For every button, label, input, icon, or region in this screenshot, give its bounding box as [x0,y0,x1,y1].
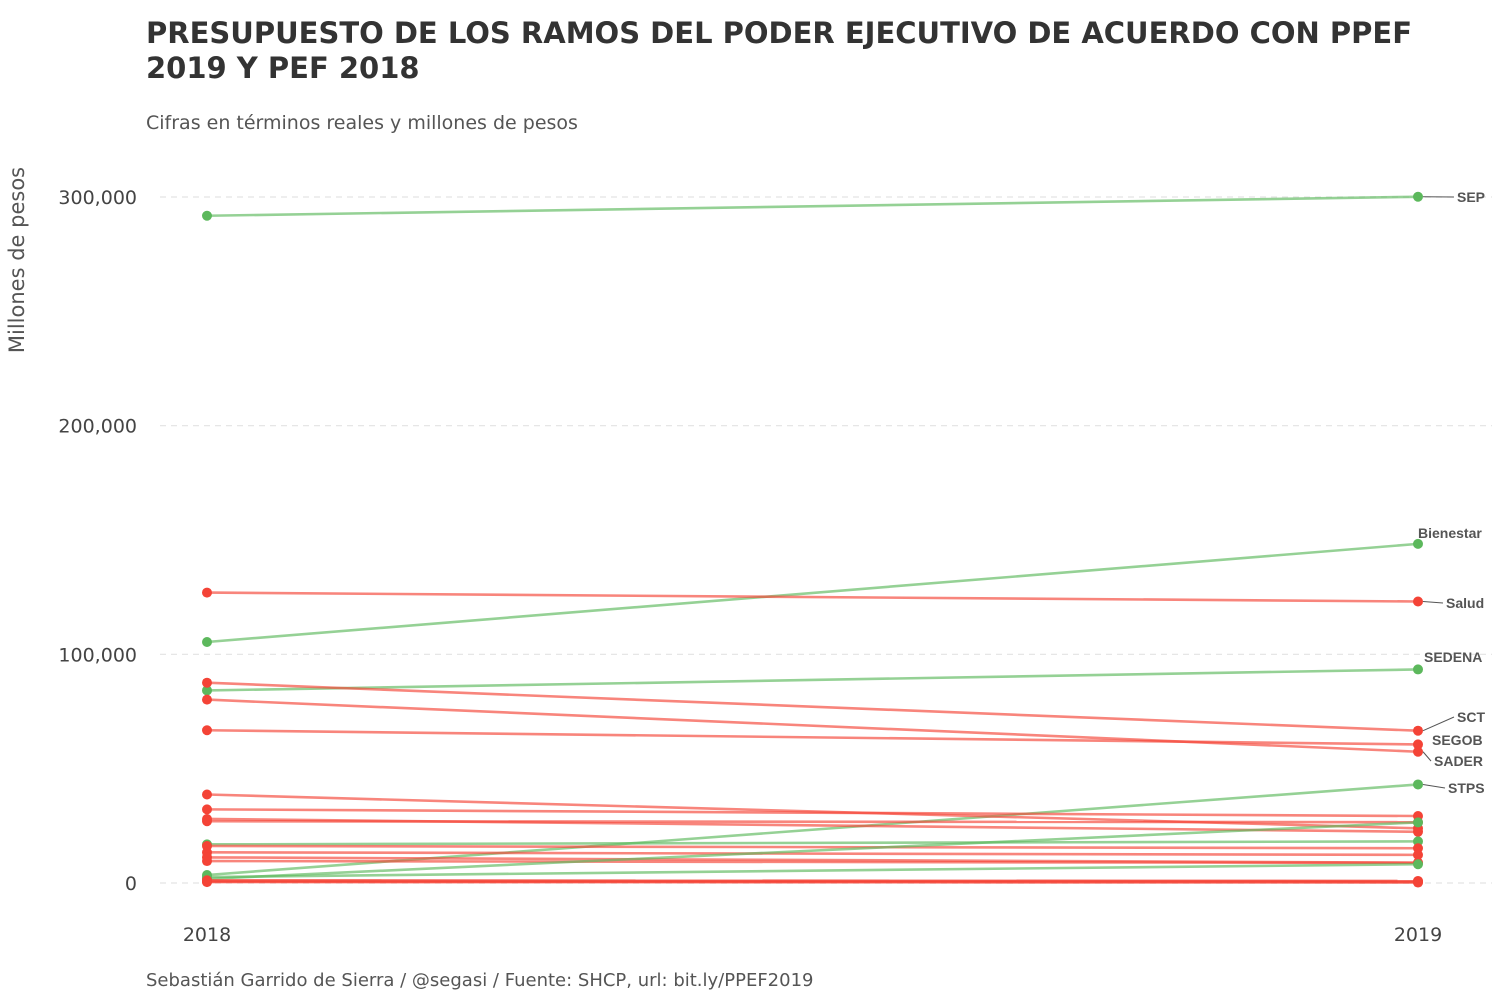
series-label: STPS [1448,780,1485,796]
series-line [206,681,1419,733]
chart-caption: Sebastián Garrido de Sierra / @segasi / … [146,970,814,991]
series-line [206,728,1419,746]
data-point-2018 [202,685,212,696]
data-point-2019 [1413,877,1423,888]
data-point-2019 [1413,836,1423,847]
y-tick-label: 100,000 [58,644,137,666]
series-label: Bienestar [1418,525,1482,541]
series-label: SEGOB [1432,732,1483,748]
data-point-2019 [1413,596,1423,607]
data-point-2019 [1413,817,1423,828]
y-tick-label: 200,000 [58,416,137,438]
label-leader-line [1422,601,1444,604]
data-point-2018 [202,804,212,815]
data-point-2018 [202,677,212,688]
x-tick-label: 2019 [1394,924,1442,946]
y-tick-label: 300,000 [58,187,137,209]
series-labels: SEP Bienestar Salud SEDENA SCT SEGOB SADER STPS [1418,189,1485,796]
series-line [206,851,1419,857]
data-point-2019 [1413,746,1423,757]
data-point-2018 [202,587,212,598]
data-point-2018 [202,210,212,221]
data-point-2018 [202,789,212,800]
chart-subtitle: Cifras en términos reales y millones de … [146,112,578,134]
series-line [206,819,1419,824]
data-point-2018 [202,725,212,736]
data-point-2018 [202,877,212,888]
series-points [202,191,1423,888]
data-point-2018 [202,694,212,705]
series-label: SEDENA [1424,649,1482,665]
series-lines [206,195,1419,884]
data-point-2019 [1413,664,1423,675]
series-line [206,862,1419,879]
x-tick-label: 2018 [183,924,231,946]
data-point-2019 [1413,849,1423,860]
data-point-2019 [1413,739,1423,750]
series-line [206,808,1419,818]
series-label: SADER [1434,753,1483,769]
series-line [206,844,1419,850]
series-label: Salud [1446,595,1484,611]
grid-lines [160,196,1492,884]
series-line [206,821,1419,881]
series-line [206,859,1419,865]
series-line [206,840,1419,846]
label-leader-line [1422,783,1446,789]
y-axis-label: Millones de pesos [5,167,29,353]
data-point-2018 [202,856,212,867]
series-label: SCT [1457,709,1485,725]
data-point-2019 [1413,859,1423,870]
series-label: SEP [1457,189,1485,205]
series-line [206,698,1419,754]
chart-title: PRESUPUESTO DE LOS RAMOS DEL PODER EJECU… [146,16,1413,85]
label-leader-line [1422,751,1432,762]
series-line [206,591,1419,603]
data-point-2019 [1413,779,1423,790]
data-point-2019 [1413,191,1423,202]
data-point-2019 [1413,826,1423,837]
series-line [206,542,1419,644]
data-point-2018 [202,816,212,827]
data-point-2019 [1413,725,1423,736]
y-axis-ticks: 0 100,000 200,000 300,000 [58,187,137,895]
data-point-2019 [1413,538,1423,549]
y-tick-label: 0 [125,873,137,895]
series-line [206,668,1419,692]
series-line [206,783,1419,877]
label-leader-line [1422,716,1455,732]
data-point-2018 [202,636,212,647]
series-line [206,195,1419,218]
x-axis-ticks: 2018 2019 [183,924,1442,946]
